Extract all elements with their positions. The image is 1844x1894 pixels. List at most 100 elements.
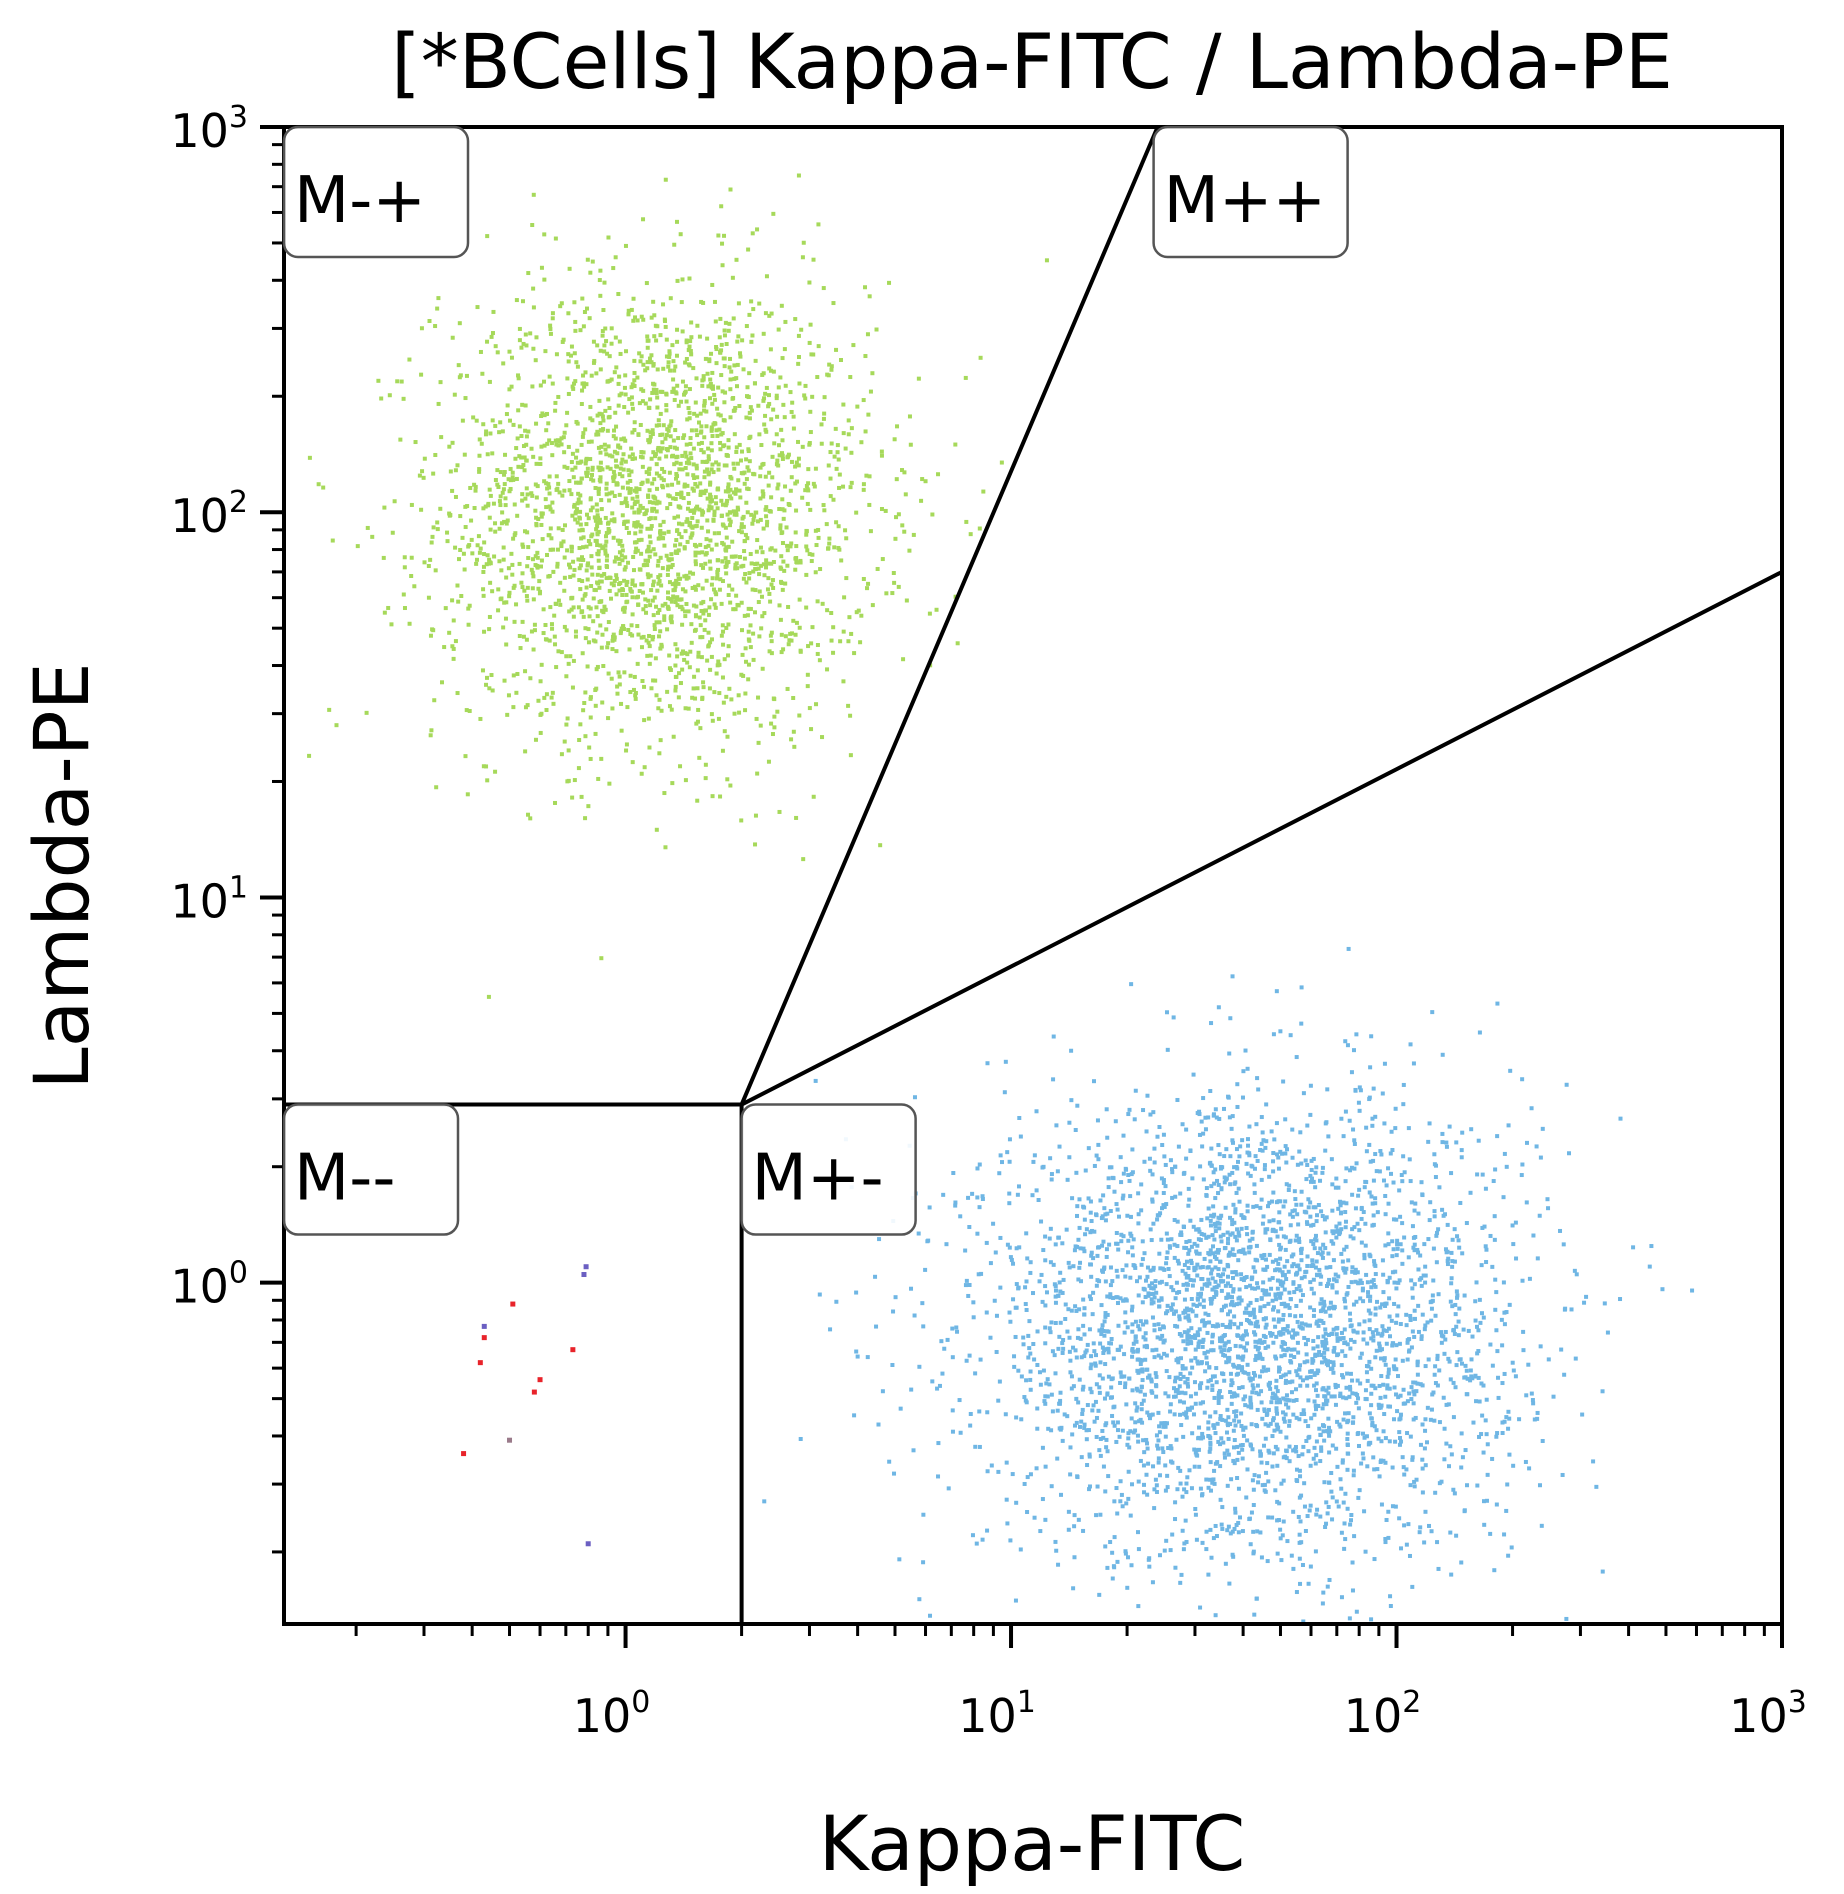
event-point (458, 514, 463, 519)
event-point (1341, 1336, 1346, 1341)
event-point (1427, 1523, 1432, 1528)
event-point (545, 441, 550, 446)
event-point (1400, 1221, 1405, 1226)
event-point (887, 280, 892, 285)
event-point (603, 515, 608, 520)
event-point (566, 391, 571, 396)
event-point (456, 363, 461, 368)
event-point (798, 558, 803, 563)
event-point (1490, 1363, 1495, 1368)
event-point (569, 460, 574, 465)
event-point (1450, 1237, 1455, 1242)
event-point (1284, 1402, 1289, 1407)
event-point (1238, 1355, 1243, 1360)
event-point (625, 486, 630, 491)
event-point (1265, 1264, 1270, 1269)
event-point (1142, 1251, 1147, 1256)
event-point (1389, 1129, 1394, 1134)
event-point (584, 522, 589, 527)
event-point (1262, 1252, 1267, 1257)
event-point (1168, 1409, 1173, 1414)
event-point (1401, 1387, 1406, 1392)
event-point (1152, 1146, 1157, 1151)
event-point (501, 361, 506, 366)
event-point (553, 400, 558, 405)
event-point (616, 556, 621, 561)
event-point (1453, 1312, 1458, 1317)
event-point (1077, 1197, 1082, 1202)
event-point (676, 576, 681, 581)
event-point (1371, 1178, 1376, 1183)
event-point (1097, 1592, 1102, 1597)
event-point (589, 477, 594, 482)
event-point (503, 452, 508, 457)
event-point (767, 509, 772, 514)
event-point (604, 558, 609, 563)
event-point (780, 587, 785, 592)
event-point (1265, 1559, 1270, 1564)
event-point (1114, 1268, 1119, 1273)
event-point (724, 342, 729, 347)
event-point (535, 555, 540, 560)
event-point (632, 370, 637, 375)
event-point (1218, 1339, 1223, 1344)
event-point (638, 503, 643, 508)
event-point (1165, 1473, 1170, 1478)
event-point (621, 627, 626, 632)
event-point (695, 519, 700, 524)
event-point (677, 597, 682, 602)
event-point (1520, 1162, 1525, 1167)
event-point (607, 498, 612, 503)
event-point (748, 606, 753, 611)
event-point (670, 343, 675, 348)
event-point (883, 508, 888, 513)
event-point (777, 603, 782, 608)
event-point (686, 492, 691, 497)
event-point (1381, 1382, 1386, 1387)
event-point (745, 510, 750, 515)
event-point (1315, 1344, 1320, 1349)
event-point (1591, 1459, 1596, 1464)
event-point (1564, 1616, 1569, 1621)
event-point (718, 440, 723, 445)
event-point (745, 536, 750, 541)
event-point (757, 301, 762, 306)
event-point (1361, 1337, 1366, 1342)
event-point (528, 676, 533, 681)
event-point (733, 405, 738, 410)
event-point (678, 232, 683, 237)
event-point (1203, 1115, 1208, 1120)
event-point (1292, 1347, 1297, 1352)
event-point (653, 656, 658, 661)
event-point (903, 492, 908, 497)
event-point (1252, 1473, 1257, 1478)
event-point (483, 432, 488, 437)
event-point (1390, 1465, 1395, 1470)
event-point (1301, 1444, 1306, 1449)
event-point (616, 403, 621, 408)
event-point (1182, 1170, 1187, 1175)
event-point (586, 640, 591, 645)
event-point (1511, 1242, 1516, 1247)
event-point (1283, 1144, 1288, 1149)
event-point (1229, 1394, 1234, 1399)
event-point (1335, 1464, 1340, 1469)
event-point (1215, 1248, 1220, 1253)
event-point (1237, 1515, 1242, 1520)
event-point (548, 507, 553, 512)
event-point (1125, 1442, 1130, 1447)
event-point (759, 594, 764, 599)
event-point (788, 631, 793, 636)
event-point (1198, 1294, 1203, 1299)
event-point (553, 236, 558, 241)
event-point (1021, 1342, 1026, 1347)
event-point (1234, 1302, 1239, 1307)
event-point (752, 472, 757, 477)
event-point (1273, 1393, 1278, 1398)
event-point (490, 451, 495, 456)
event-point (575, 520, 580, 525)
event-point (1173, 1517, 1178, 1522)
event-point (1375, 1331, 1380, 1336)
event-point (721, 629, 726, 634)
event-point (585, 512, 590, 517)
